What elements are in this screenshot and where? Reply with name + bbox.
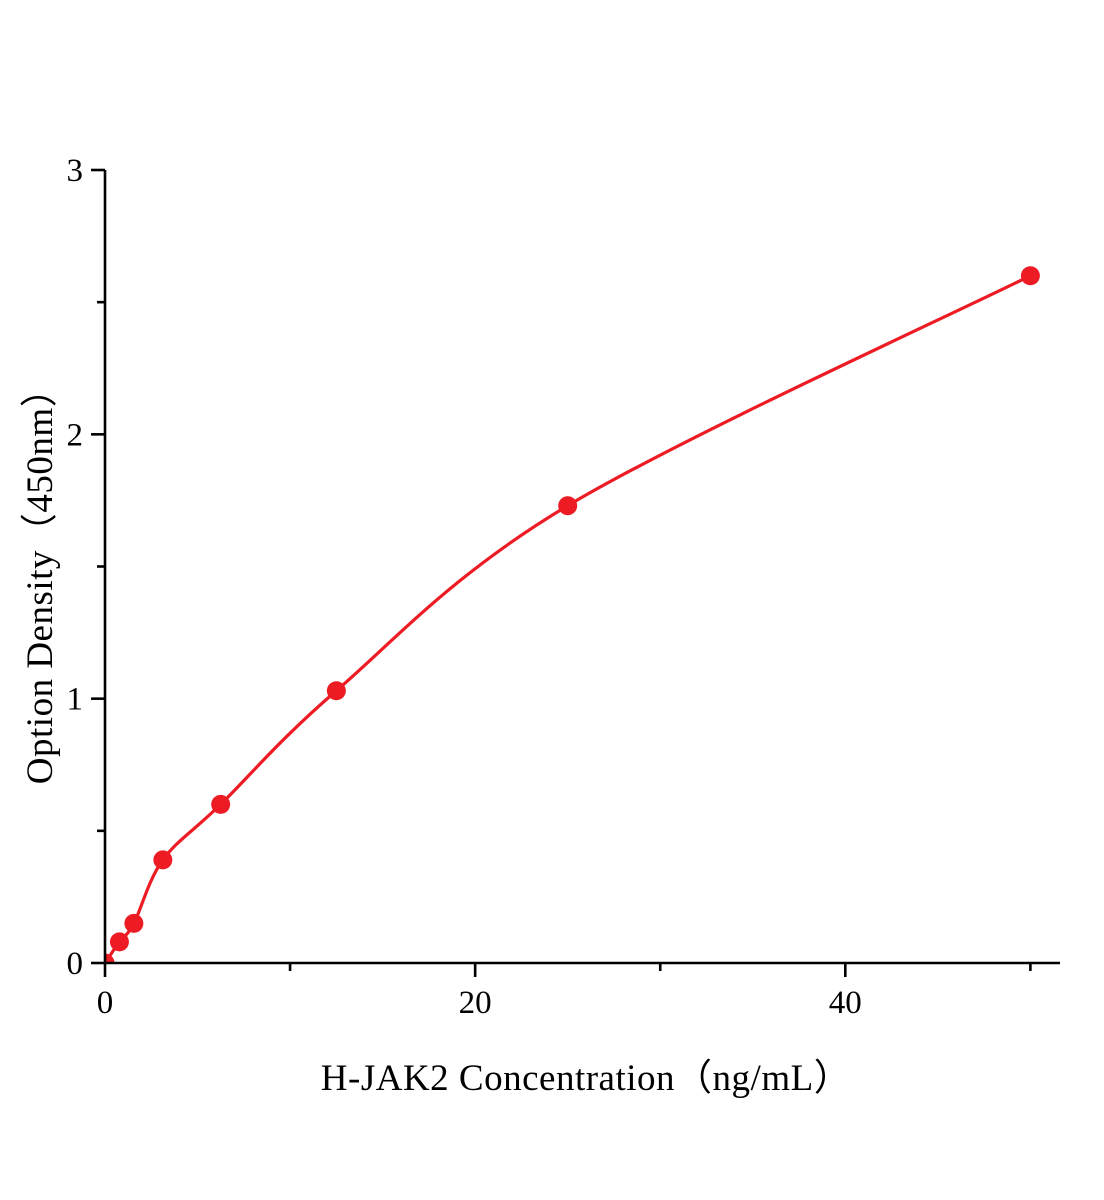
data-point-marker (105, 953, 115, 963)
data-point-marker (326, 681, 346, 701)
data-point-marker (109, 932, 129, 952)
fit-curve (105, 274, 1032, 963)
y-tick-label: 3 (67, 153, 84, 189)
data-point-marker (558, 496, 578, 516)
data-point-marker (124, 913, 144, 933)
data-point-marker (153, 850, 173, 870)
axis-lines (103, 170, 1060, 965)
x-axis-title: H-JAK2 Concentration（ng/mL） (320, 1058, 852, 1099)
y-tick-label: 2 (67, 417, 84, 453)
x-tick-label: 20 (459, 985, 492, 1021)
x-tick-label: 40 (829, 985, 862, 1021)
data-point-marker (1020, 266, 1040, 286)
y-axis-title: Option Density（450nm） (20, 369, 61, 785)
x-tick-label: 0 (97, 985, 114, 1021)
data-series (105, 266, 1040, 963)
data-point-marker (211, 794, 231, 814)
y-tick-label: 1 (67, 682, 84, 718)
y-tick-label: 0 (67, 946, 84, 982)
